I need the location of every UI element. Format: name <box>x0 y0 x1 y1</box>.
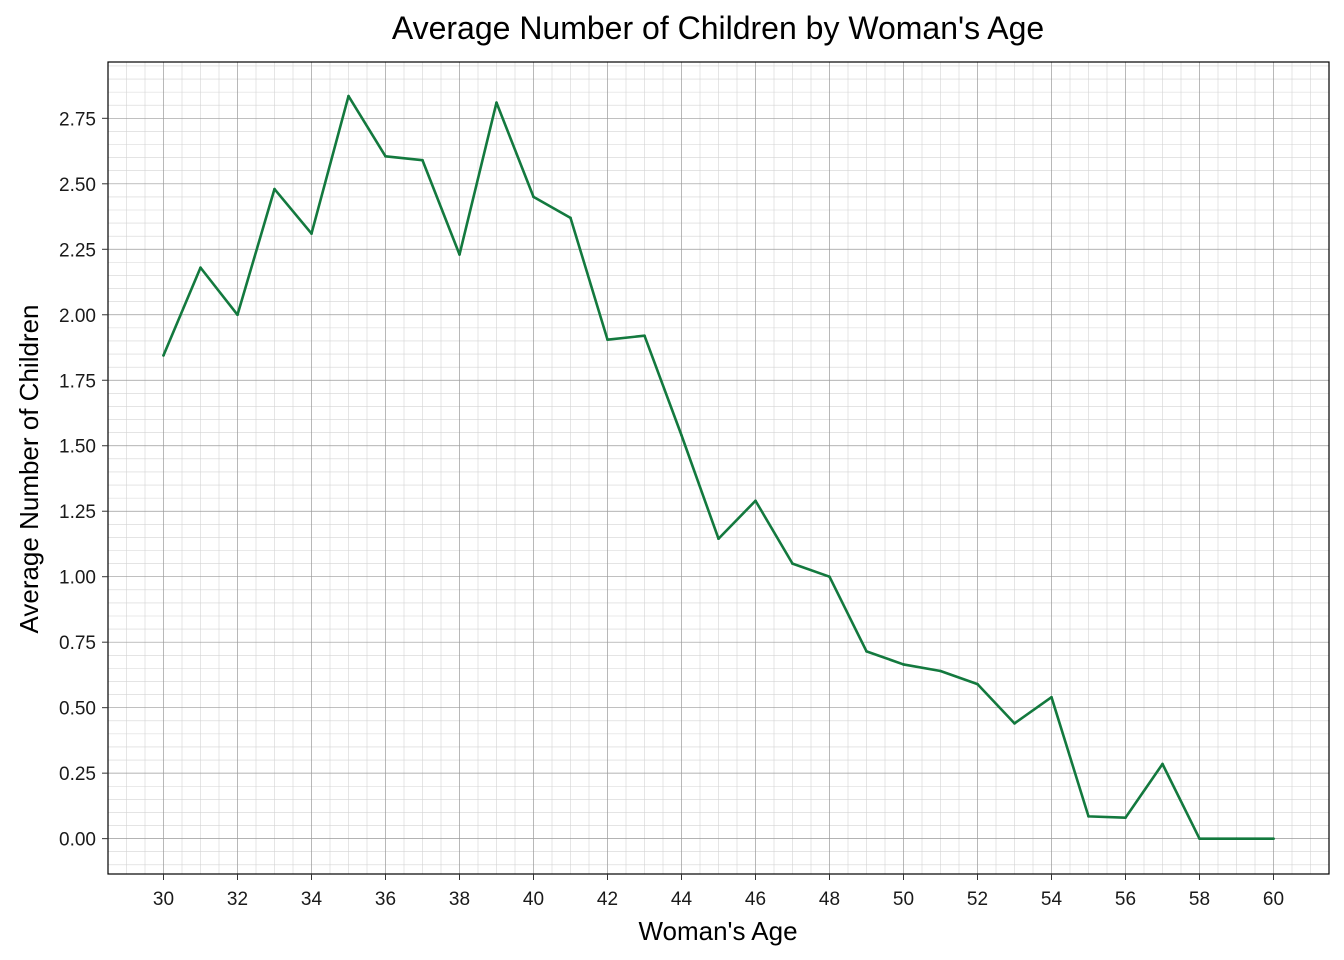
data-point <box>236 313 239 317</box>
data-point <box>680 433 683 437</box>
data-point <box>791 562 794 565</box>
data-point <box>754 499 757 503</box>
panel-border <box>107 61 1330 875</box>
x-tick-label: 52 <box>967 889 988 910</box>
series-layer <box>162 94 1275 840</box>
data-point <box>310 232 313 235</box>
y-axis-ticks: 0.00 0.25 0.50 0.75 1.00 1.25 1.50 1.75 2.00 2.25… <box>59 109 108 851</box>
data-point <box>384 154 387 158</box>
chart-title: Average Number of Children by Woman's Ag… <box>392 10 1044 46</box>
data-point <box>1161 762 1164 766</box>
x-tick-label: 54 <box>1041 889 1063 910</box>
x-tick-label: 56 <box>1115 889 1136 910</box>
data-point <box>865 650 868 653</box>
x-tick-label: 36 <box>375 889 396 910</box>
data-point <box>347 94 350 98</box>
data-point <box>1087 815 1090 818</box>
y-tick-label: 0.75 <box>59 633 96 654</box>
y-tick-label: 2.25 <box>59 240 96 261</box>
x-tick-label: 60 <box>1263 889 1284 910</box>
data-point <box>717 537 720 541</box>
y-tick-label: 1.25 <box>59 502 96 523</box>
data-point <box>162 354 165 357</box>
data-point <box>606 338 609 341</box>
y-tick-label: 2.50 <box>59 175 96 196</box>
data-point <box>643 334 646 338</box>
x-tick-label: 30 <box>153 889 174 910</box>
x-tick-label: 48 <box>819 889 840 910</box>
data-point <box>495 101 498 104</box>
x-tick-label: 40 <box>523 889 544 910</box>
x-tick-label: 50 <box>893 889 914 910</box>
x-tick-label: 34 <box>301 889 323 910</box>
data-point <box>1124 816 1127 819</box>
y-tick-label: 0.25 <box>59 764 96 785</box>
data-point <box>1235 837 1238 840</box>
data-point <box>1013 722 1016 725</box>
x-tick-label: 46 <box>745 889 766 910</box>
data-point <box>1050 695 1053 699</box>
y-tick-label: 2.00 <box>59 306 96 327</box>
major-grid <box>108 62 1329 874</box>
data-point <box>532 195 535 199</box>
x-tick-label: 32 <box>227 889 248 910</box>
data-point <box>421 158 424 162</box>
x-tick-label: 44 <box>671 889 693 910</box>
x-axis-ticks: 30 32 34 36 38 40 42 44 46 48 50 52 54 56 58 60 <box>153 874 1284 910</box>
data-point <box>1272 837 1275 840</box>
data-point <box>458 253 461 256</box>
y-tick-label: 1.50 <box>59 437 96 458</box>
y-axis-title: Average Number of Children <box>14 304 44 633</box>
y-tick-label: 0.50 <box>59 699 96 720</box>
data-point <box>569 216 572 220</box>
data-point <box>828 575 831 579</box>
x-tick-label: 58 <box>1189 889 1210 910</box>
x-axis-title: Woman's Age <box>638 916 797 946</box>
data-point <box>939 669 942 673</box>
y-tick-label: 1.75 <box>59 371 96 392</box>
data-point <box>1198 837 1201 840</box>
data-point <box>273 187 276 191</box>
x-tick-label: 38 <box>449 889 470 910</box>
data-point <box>902 663 905 666</box>
x-tick-label: 42 <box>597 889 618 910</box>
y-tick-label: 0.00 <box>59 830 96 851</box>
data-point <box>976 682 979 686</box>
y-tick-label: 1.00 <box>59 568 96 589</box>
y-tick-label: 2.75 <box>59 109 96 130</box>
data-point <box>199 266 202 269</box>
